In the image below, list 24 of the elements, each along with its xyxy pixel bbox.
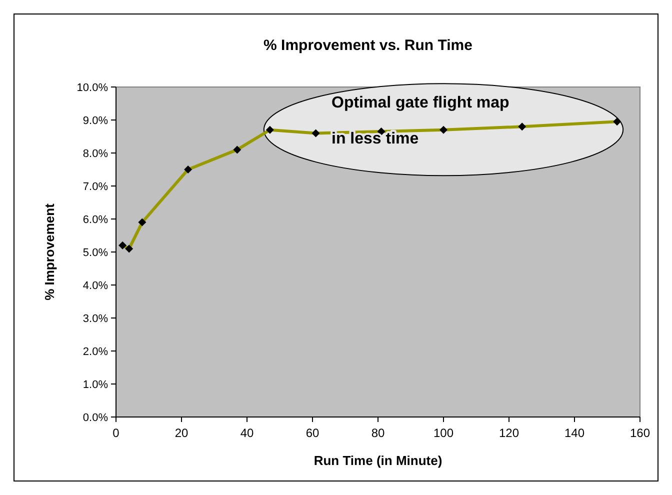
y-tick-label: 10.0% <box>76 82 108 94</box>
x-tick-label: 60 <box>306 426 320 440</box>
x-axis-title: Run Time (in Minute) <box>314 453 442 468</box>
x-tick-label: 80 <box>371 426 385 440</box>
y-tick-label: 0.0% <box>82 412 108 424</box>
y-tick-label: 4.0% <box>82 280 108 292</box>
y-tick-label: 6.0% <box>82 214 108 226</box>
x-tick-label: 0 <box>112 426 120 440</box>
x-tick-label: 40 <box>240 426 254 440</box>
y-tick-label: 2.0% <box>82 346 108 358</box>
y-tick-label: 8.0% <box>82 148 108 160</box>
x-tick-label: 100 <box>433 426 454 440</box>
annotation: Optimal gate flight map in less time <box>332 94 510 148</box>
x-tick-label: 140 <box>564 426 585 440</box>
y-tick-label: 7.0% <box>82 180 108 193</box>
x-tick-label: 160 <box>630 426 650 440</box>
y-tick-label: 5.0% <box>82 246 108 259</box>
y-tick-label: 1.0% <box>82 378 108 391</box>
y-tick-label: 3.0% <box>82 312 108 325</box>
x-tick-label: 20 <box>174 426 188 440</box>
y-tick-label: 9.0% <box>82 114 108 127</box>
chart-title: % Improvement vs. Run Time <box>264 37 472 54</box>
x-tick-label: 120 <box>498 426 520 440</box>
y-axis-title: % Improvement <box>42 202 57 300</box>
